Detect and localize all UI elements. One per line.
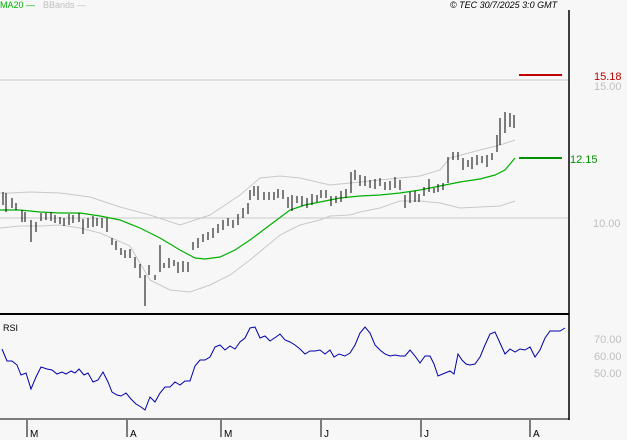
- legend-ma20: MA20 —: [0, 0, 36, 10]
- resistance-label: 15.18: [594, 71, 622, 83]
- rsi-tick-60: 60.00: [594, 351, 622, 363]
- legend-bbands: BBands —: [43, 0, 87, 10]
- x-axis: [26, 420, 531, 437]
- rsi-title: RSI: [3, 323, 18, 333]
- rsi-tick-70: 70.00: [594, 334, 622, 346]
- y-tick-10: 10.00: [593, 218, 621, 230]
- copyright-timestamp: © TEC 30/7/2025 3:0 GMT: [450, 0, 558, 10]
- x-tick-label: A: [130, 429, 137, 440]
- x-tick-label: M: [30, 429, 38, 440]
- x-tick-label: J: [424, 429, 429, 440]
- x-tick-label: A: [533, 429, 540, 440]
- x-tick-label: M: [224, 429, 232, 440]
- bband-lower: [0, 200, 516, 293]
- chart-legend: MA20 — BBands —: [0, 0, 86, 10]
- bband-upper: [0, 139, 516, 226]
- ma20-line: [0, 157, 516, 260]
- support-label: 12.15: [570, 154, 598, 166]
- x-tick-label: J: [324, 429, 329, 440]
- y-tick-15: 15.00: [594, 81, 622, 93]
- price-bars: [2, 112, 515, 306]
- rsi-line: [1, 326, 566, 411]
- rsi-tick-50: 50.00: [594, 368, 622, 380]
